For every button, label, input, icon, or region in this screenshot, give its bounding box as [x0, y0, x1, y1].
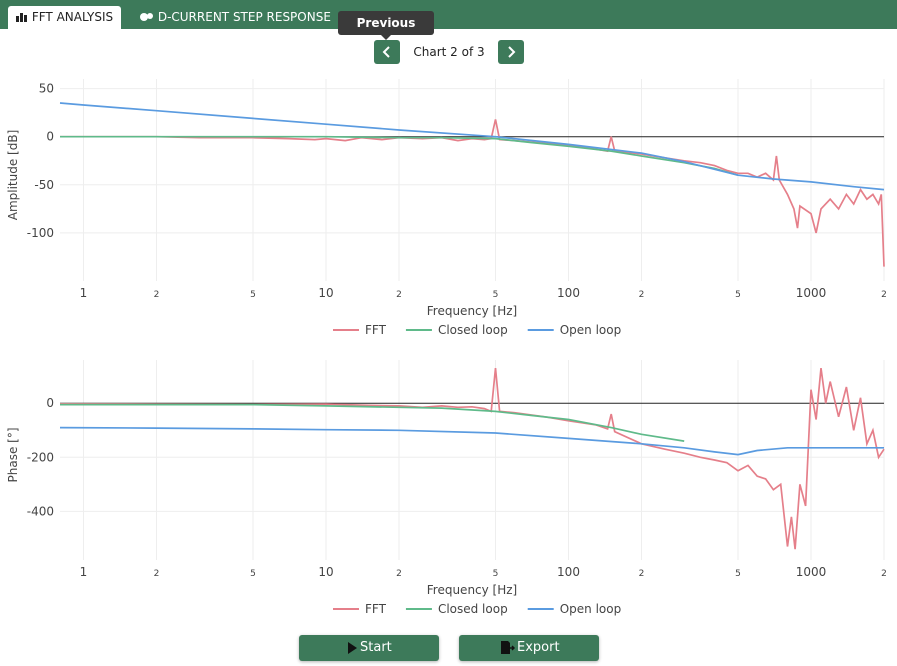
y-tick-label: 50 — [39, 82, 54, 96]
x-tick-label: 5 — [250, 290, 256, 300]
x-tick-label: 5 — [493, 290, 499, 300]
export-icon — [501, 641, 515, 654]
x-tick-label: 1000 — [796, 286, 827, 300]
x-tick-label: 1 — [80, 565, 88, 579]
x-tick-label: 100 — [557, 286, 580, 300]
x-tick-label: 1000 — [796, 565, 827, 579]
legend-label: Open loop — [560, 323, 622, 337]
x-tick-label: 2 — [154, 290, 160, 300]
y-tick-label: -50 — [34, 178, 54, 192]
tab-bar: FFT ANALYSIS D-CURRENT STEP RESPONSE — [0, 0, 897, 29]
tab-label: D-CURRENT STEP RESPONSE — [157, 10, 331, 24]
x-tick-label: 100 — [557, 565, 580, 579]
x-tick-label: 2 — [396, 569, 402, 579]
next-button[interactable] — [498, 40, 524, 64]
x-tick-label: 2 — [881, 569, 887, 579]
legend-label: FFT — [365, 323, 387, 337]
y-axis-title: Amplitude [dB] — [6, 130, 20, 221]
series-line — [59, 102, 885, 191]
x-axis-title: Frequency [Hz] — [427, 583, 518, 597]
button-label: Export — [517, 640, 560, 655]
x-tick-label: 10 — [318, 565, 333, 579]
x-tick-label: 5 — [493, 569, 499, 579]
y-axis-title: Phase [°] — [6, 427, 20, 482]
x-tick-label: 10 — [318, 286, 333, 300]
legend-label: FFT — [365, 602, 387, 616]
tooltip: Previous chart — [338, 11, 434, 54]
series-line — [60, 403, 685, 442]
button-label: Start — [360, 640, 392, 655]
play-icon — [348, 642, 357, 654]
x-tick-label: 5 — [735, 290, 741, 300]
x-tick-label: 1 — [80, 286, 88, 300]
export-button[interactable]: Export — [459, 635, 599, 661]
pager-label: Chart 2 of 3 — [413, 45, 485, 59]
series-line — [59, 367, 885, 550]
series-line — [59, 426, 884, 456]
step-icon — [140, 13, 153, 21]
x-tick-label: 5 — [735, 569, 741, 579]
x-axis-title: Frequency [Hz] — [427, 304, 518, 318]
legend-label: Open loop — [560, 602, 622, 616]
series-line — [60, 135, 739, 177]
x-tick-label: 2 — [639, 290, 645, 300]
y-tick-label: 0 — [46, 130, 54, 144]
x-tick-label: 5 — [250, 569, 256, 579]
start-button[interactable]: Start — [299, 635, 439, 661]
bar-icon — [16, 13, 27, 22]
series-line — [60, 119, 885, 267]
legend-label: Closed loop — [438, 602, 508, 616]
prev-button[interactable] — [374, 40, 400, 64]
y-tick-label: -400 — [27, 504, 54, 518]
chevron-left — [382, 46, 390, 58]
tab[interactable]: FFT ANALYSIS — [8, 6, 122, 29]
y-tick-label: -100 — [27, 226, 54, 240]
y-tick-label: -200 — [27, 450, 54, 464]
tab-label: FFT ANALYSIS — [31, 10, 114, 24]
x-tick-label: 2 — [639, 569, 645, 579]
y-tick-label: 0 — [46, 396, 54, 410]
x-tick-label: 2 — [154, 569, 160, 579]
tab[interactable]: D-CURRENT STEP RESPONSE — [132, 6, 339, 29]
x-tick-label: 2 — [881, 290, 887, 300]
x-tick-label: 2 — [396, 290, 402, 300]
chevron-right — [508, 46, 516, 58]
legend-label: Closed loop — [438, 323, 508, 337]
